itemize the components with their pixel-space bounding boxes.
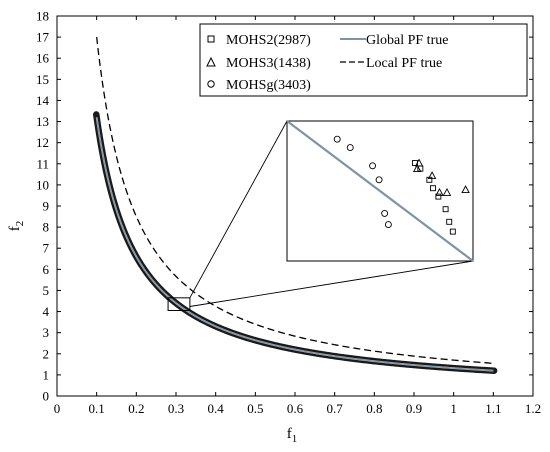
x-tick-label: 0.9 (406, 401, 422, 416)
y-tick-label: 1 (43, 367, 50, 382)
y-tick-label: 17 (36, 30, 50, 45)
y-tick-label: 11 (36, 156, 49, 171)
zoom-marker-circle (384, 221, 392, 229)
y-tick-label: 4 (43, 304, 50, 319)
zoom-marker-square (442, 206, 449, 213)
legend-entry-label: Local PF true (366, 56, 442, 71)
x-tick-label: 0.1 (89, 401, 105, 416)
zoom-connector-lines (189, 120, 474, 307)
zoom-marker-triangle (461, 185, 470, 194)
legend-items: MOHS2(2987) Global PF true MOHS3(1438) Loca… (206, 33, 448, 93)
legend-circle-marker (207, 80, 215, 88)
y-tick-label: 6 (43, 262, 50, 277)
y-tick-label: 7 (43, 241, 50, 256)
x-tick-label: 0.5 (247, 401, 263, 416)
zoom-connector-bottom (189, 260, 474, 307)
x-tick-label: 0.2 (128, 401, 144, 416)
zoom-marker-circle (346, 144, 354, 152)
y-tick-label: 13 (36, 114, 49, 129)
y-tick-label: 3 (43, 325, 50, 340)
zoom-marker-square (449, 228, 456, 235)
zoom-marker-circle (333, 135, 341, 143)
zoom-marker-circle (369, 162, 377, 170)
y-tick-label: 9 (43, 199, 50, 214)
y-tick-label: 5 (43, 283, 50, 298)
x-tick-label: 1.1 (485, 401, 501, 416)
zoom-global-pf-line (286, 120, 474, 262)
y-axis-label: f2 (7, 221, 26, 232)
legend-square-marker (207, 35, 215, 43)
zoom-connector-top (189, 120, 288, 299)
y-tick-label: 8 (43, 220, 50, 235)
zoom-marker-triangle (435, 187, 444, 196)
y-tick-label: 15 (36, 72, 49, 87)
zoom-marker-triangle (414, 158, 424, 167)
y-tick-label: 18 (36, 9, 49, 24)
legend: MOHS2(2987) Global PF true MOHS3(1438) Loca… (199, 23, 528, 97)
y-tick-label: 2 (43, 346, 50, 361)
zoom-marker-square (446, 218, 453, 225)
zoom-marker-triangle (412, 164, 422, 173)
legend-entry-label: MOHS2(2987) (226, 33, 311, 48)
x-tick-label: 1.2 (525, 401, 541, 416)
legend-entry-label: MOHSg(3403) (226, 78, 311, 93)
x-axis-ticks: 0 0.1 0.2 0.3 0.4 0.5 0.6 0.7 0.8 0.9 1 1.1 1.2 (54, 16, 541, 416)
zoom-marker-triangle (427, 171, 437, 180)
x-tick-label: 0.8 (366, 401, 382, 416)
y-tick-label: 14 (36, 93, 50, 108)
zoom-region-box (167, 297, 191, 312)
zoom-marker-square (435, 193, 442, 200)
x-tick-label: 0 (54, 401, 61, 416)
series-global-pf-true (96, 117, 494, 372)
x-tick-label: 0.6 (287, 401, 304, 416)
data-layer (93, 37, 498, 374)
x-tick-label: 0.4 (208, 401, 225, 416)
y-tick-label: 0 (43, 389, 50, 404)
x-tick-label: 0.3 (168, 401, 184, 416)
legend-entry-label: MOHS3(1438) (226, 56, 311, 71)
zoom-inset (286, 120, 474, 262)
series-local-pf-true (96, 37, 494, 365)
zoom-marker-triangle (442, 187, 452, 196)
x-axis-label: f1 (287, 426, 298, 445)
legend-entry-label: Global PF true (366, 33, 448, 48)
zoom-marker-circle (375, 176, 383, 184)
y-tick-label: 12 (36, 135, 49, 150)
y-tick-label: 10 (36, 177, 49, 192)
legend-triangle-marker (206, 56, 216, 67)
zoom-marker-square (430, 185, 436, 192)
x-tick-label: 1 (450, 401, 457, 416)
y-tick-label: 16 (36, 51, 50, 66)
zoom-marker-circle (381, 209, 389, 217)
legend-box (199, 23, 528, 97)
x-tick-label: 0.7 (327, 401, 344, 416)
